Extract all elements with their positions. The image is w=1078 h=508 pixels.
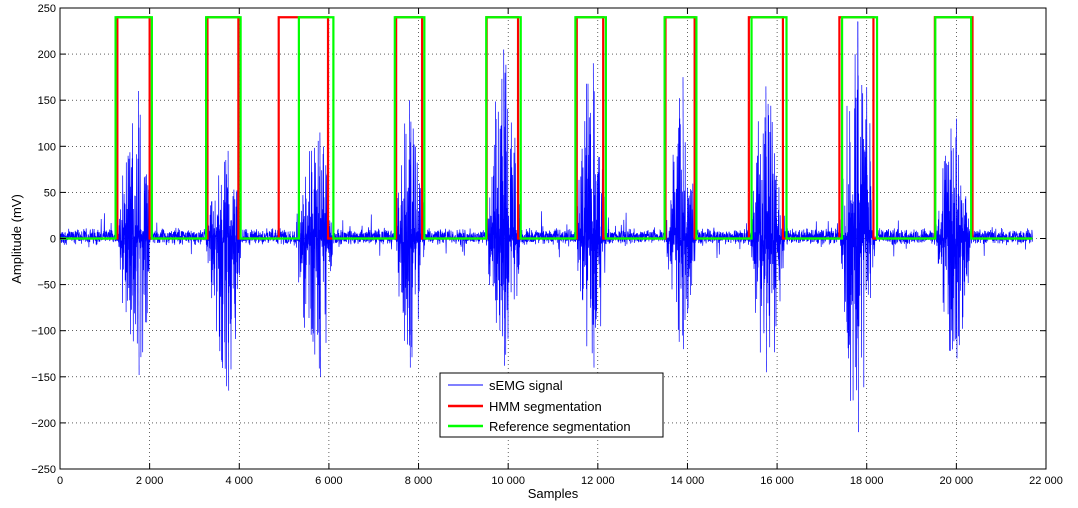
semg-burst-peak — [319, 132, 321, 377]
y-tick-label: 200 — [38, 49, 56, 61]
y-tick-label: 100 — [38, 141, 56, 153]
x-tick-label: 8 000 — [405, 475, 433, 487]
reference-segmentation-line — [60, 16, 1033, 240]
y-tick-label: −200 — [31, 418, 56, 430]
semg-burst-peak — [765, 86, 767, 373]
y-tick-labels: −250 −200 −150 −100 −50 0 50 100 150 200 250 — [31, 3, 56, 476]
semg-burst-peak — [503, 49, 505, 366]
x-tick-label: 10 000 — [491, 475, 525, 487]
legend-label-hmm: HMM segmentation — [489, 399, 602, 414]
y-tick-label: 0 — [50, 234, 56, 246]
y-tick-label: 150 — [38, 95, 56, 107]
x-tick-label: 18 000 — [850, 475, 884, 487]
x-axis-title: Samples — [528, 486, 579, 501]
ticks — [59, 7, 1047, 470]
legend-label-reference: Reference segmentation — [489, 419, 631, 434]
y-tick-label: −50 — [37, 280, 56, 292]
legend-label-semg: sEMG signal — [489, 378, 563, 393]
x-tick-label: 20 000 — [940, 475, 974, 487]
y-tick-label: 250 — [38, 3, 56, 15]
x-tick-label: 6 000 — [315, 475, 343, 487]
semg-burst-peak — [857, 21, 859, 433]
y-tick-label: −100 — [31, 326, 56, 338]
x-tick-label: 4 000 — [226, 475, 254, 487]
y-tick-label: −250 — [31, 464, 56, 476]
legend: sEMG signal HMM segmentation Reference s… — [439, 372, 664, 438]
x-tick-label: 16 000 — [760, 475, 794, 487]
series-layer — [59, 16, 1033, 433]
x-tick-labels: 0 2 000 4 000 6 000 8 000 10 000 12 000 14 000 1… — [57, 475, 1063, 487]
semg-burst-peak — [956, 118, 958, 359]
semg-signal-line — [59, 21, 1033, 401]
semg-burst-peak — [592, 63, 595, 368]
y-axis-title: Amplitude (mV) — [9, 194, 24, 284]
x-tick-label: 2 000 — [136, 475, 164, 487]
x-tick-label: 12 000 — [581, 475, 615, 487]
y-tick-label: −150 — [31, 372, 56, 384]
y-tick-label: 50 — [44, 187, 56, 199]
semg-burst-peak — [682, 77, 684, 350]
x-tick-label: 22 000 — [1029, 475, 1063, 487]
x-tick-label: 0 — [57, 475, 63, 487]
semg-burst-peak — [138, 90, 140, 376]
x-tick-label: 14 000 — [671, 475, 705, 487]
semg-burst-peak — [409, 100, 411, 368]
semg-burst-peak — [227, 150, 230, 391]
